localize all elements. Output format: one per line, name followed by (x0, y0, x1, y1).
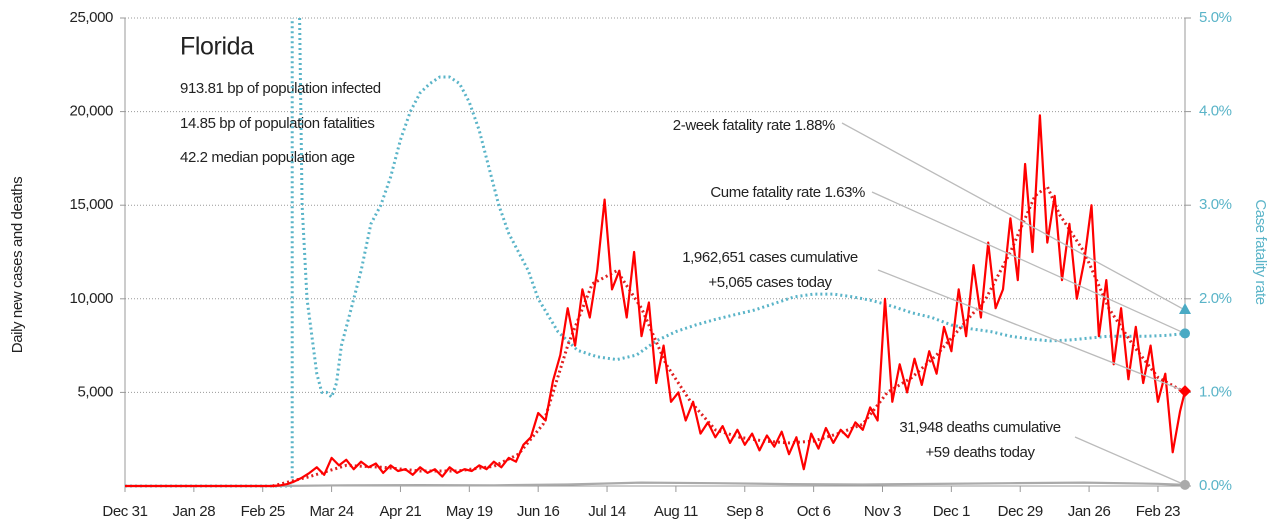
y-tick-label: 10,000 (70, 290, 114, 307)
y2-tick-label: 0.0% (1199, 477, 1232, 494)
leader-line (871, 191, 1186, 335)
x-tick-label: Nov 3 (864, 503, 901, 520)
y2-tick-label: 2.0% (1199, 290, 1232, 307)
x-tick-label: Apr 21 (380, 503, 422, 520)
end-marker (1180, 328, 1190, 339)
x-tick-label: Dec 31 (102, 503, 147, 520)
series-line (125, 114, 1187, 488)
y-axis-label: Daily new cases and deaths (9, 177, 26, 353)
annotation: 1,962,651 cases cumulative (682, 249, 858, 266)
end-marker (1179, 385, 1191, 398)
x-tick-label: Feb 25 (241, 503, 285, 520)
leader-line (841, 122, 1186, 311)
x-tick-label: Oct 6 (797, 503, 831, 520)
y2-axis-label: Case fatality rate (1252, 199, 1269, 304)
x-tick-label: May 19 (446, 503, 493, 520)
annotation: Cume fatality rate 1.63% (710, 184, 865, 201)
chart-title: Florida (180, 33, 254, 61)
annotation: +5,065 cases today (708, 274, 832, 291)
x-tick-label: Jan 26 (1068, 503, 1111, 520)
leader-line (1074, 436, 1186, 486)
y-tick-label: 15,000 (70, 196, 114, 213)
x-tick-label: Mar 24 (309, 503, 353, 520)
info-line: 913.81 bp of population infected (180, 80, 381, 97)
leader-line (877, 269, 1186, 392)
y2-tick-label: 3.0% (1199, 196, 1232, 213)
end-marker (1180, 479, 1190, 490)
y-tick-label: 5,000 (77, 383, 113, 400)
info-line: 42.2 median population age (180, 149, 355, 166)
x-tick-label: Jul 14 (588, 503, 626, 520)
y-tick-label: 25,000 (70, 9, 114, 26)
x-tick-label: Jan 28 (173, 503, 216, 520)
annotation: 31,948 deaths cumulative (899, 419, 1060, 436)
annotation: 2-week fatality rate 1.88% (673, 117, 835, 134)
annotation: +59 deaths today (925, 444, 1035, 461)
y2-tick-label: 4.0% (1199, 103, 1232, 120)
y2-tick-label: 1.0% (1199, 383, 1232, 400)
x-tick-label: Sep 8 (726, 503, 763, 520)
info-line: 14.85 bp of population fatalities (180, 115, 374, 132)
end-marker (1179, 303, 1191, 315)
x-tick-label: Dec 29 (998, 503, 1043, 520)
y2-tick-label: 5.0% (1199, 9, 1232, 26)
x-tick-label: Feb 23 (1136, 503, 1180, 520)
x-tick-label: Aug 11 (654, 503, 698, 520)
y-tick-label: 20,000 (70, 103, 114, 120)
x-tick-label: Dec 1 (933, 503, 970, 520)
series-line (125, 481, 1186, 488)
x-tick-label: Jun 16 (517, 503, 560, 520)
